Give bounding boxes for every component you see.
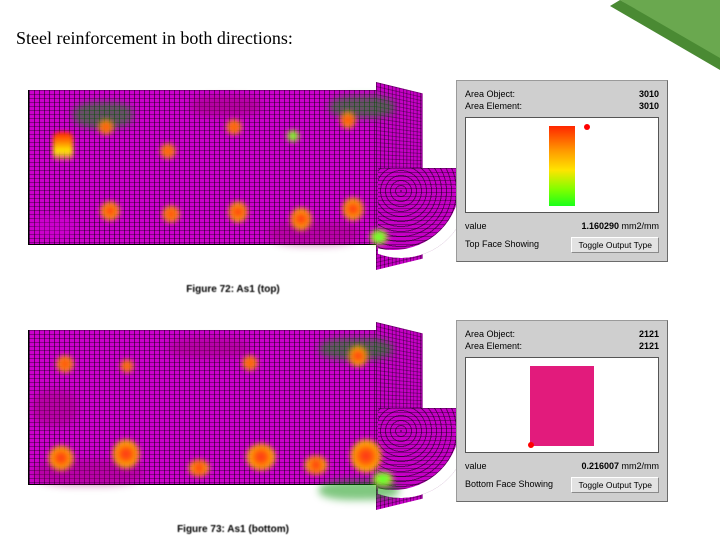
value-label: value — [465, 461, 487, 471]
figure-caption-2: Figure 73: As1 (bottom) — [28, 524, 438, 535]
area-object-value: 2121 — [639, 329, 659, 339]
figure-caption-1: Figure 72: As1 (top) — [28, 284, 438, 295]
value-units: mm2/mm — [622, 221, 660, 231]
value-number: 1.160290 — [581, 221, 619, 231]
color-swatch-solid — [530, 366, 594, 446]
info-panel-top: Area Object: 3010 Area Element: 3010 value… — [456, 80, 668, 262]
slide-corner-decoration — [610, 0, 720, 70]
area-element-label: Area Element: — [465, 341, 522, 351]
area-object-label: Area Object: — [465, 329, 515, 339]
preview-dot — [528, 442, 534, 448]
info-panel-bottom: Area Object: 2121 Area Element: 2121 value… — [456, 320, 668, 502]
preview-box-top — [465, 117, 659, 213]
area-object-value: 3010 — [639, 89, 659, 99]
fea-mesh-top — [28, 90, 398, 245]
area-element-value: 3010 — [639, 101, 659, 111]
toggle-output-button[interactable]: Toggle Output Type — [571, 477, 659, 493]
color-swatch-gradient — [549, 126, 575, 206]
value-label: value — [465, 221, 487, 231]
area-element-value: 2121 — [639, 341, 659, 351]
figure-row-2: Area Object: 2121 Area Element: 2121 value… — [28, 320, 668, 505]
value-units: mm2/mm — [622, 461, 660, 471]
fea-model-top — [28, 80, 438, 265]
page-title: Steel reinforcement in both directions: — [16, 28, 293, 49]
value-number: 0.216007 — [581, 461, 619, 471]
face-showing-label: Bottom Face Showing — [465, 479, 553, 489]
mesh-curl — [378, 168, 468, 258]
preview-box-bottom — [465, 357, 659, 453]
area-object-label: Area Object: — [465, 89, 515, 99]
toggle-output-button[interactable]: Toggle Output Type — [571, 237, 659, 253]
figure-row-1: Area Object: 3010 Area Element: 3010 value… — [28, 80, 668, 265]
preview-dot — [584, 124, 590, 130]
face-showing-label: Top Face Showing — [465, 239, 539, 249]
fea-model-bottom — [28, 320, 438, 505]
area-element-label: Area Element: — [465, 101, 522, 111]
fea-mesh-bottom — [28, 330, 398, 485]
